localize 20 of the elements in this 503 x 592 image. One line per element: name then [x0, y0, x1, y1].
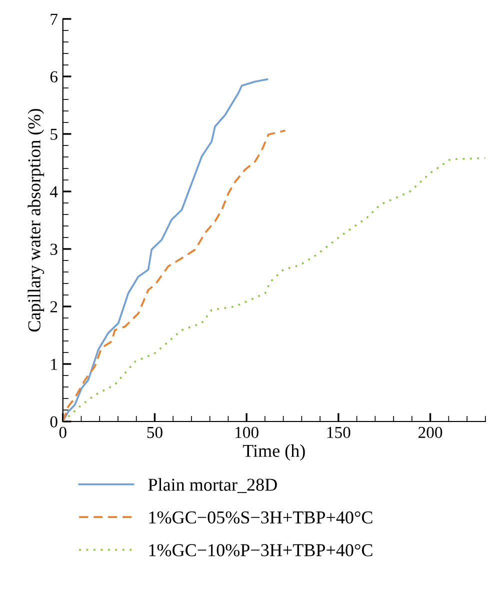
x-tick-label: 100	[236, 426, 258, 438]
y-tick-label: 3	[50, 244, 58, 255]
y-tick-label: 5	[50, 128, 58, 140]
x-tick-label: 50	[147, 426, 162, 438]
line-series	[62, 78, 268, 422]
y-tick-label: 0	[50, 416, 58, 428]
y-tick-label: 2	[50, 301, 58, 312]
legend-label: 1%GC−05%S−3H+TBP+40°C	[149, 511, 372, 524]
y-tick-label: 6	[50, 71, 58, 82]
y-tick-label: 1	[51, 358, 58, 370]
y-tick-label: 4	[50, 186, 58, 198]
y-tick-label: 7	[50, 14, 58, 25]
x-tick-label: 150	[327, 426, 350, 438]
x-tick-label: 0	[59, 426, 66, 438]
legend-label: Plain mortar_28D	[148, 478, 277, 493]
x-axis-title: Time (h)	[242, 444, 305, 461]
legend-label: 1%GC−10%P−3H+TBP+40°C	[149, 544, 372, 556]
x-tick-label: 200	[418, 426, 442, 438]
y-axis-title: Capillary water absorption (%)	[28, 108, 44, 332]
line-series	[62, 130, 286, 422]
